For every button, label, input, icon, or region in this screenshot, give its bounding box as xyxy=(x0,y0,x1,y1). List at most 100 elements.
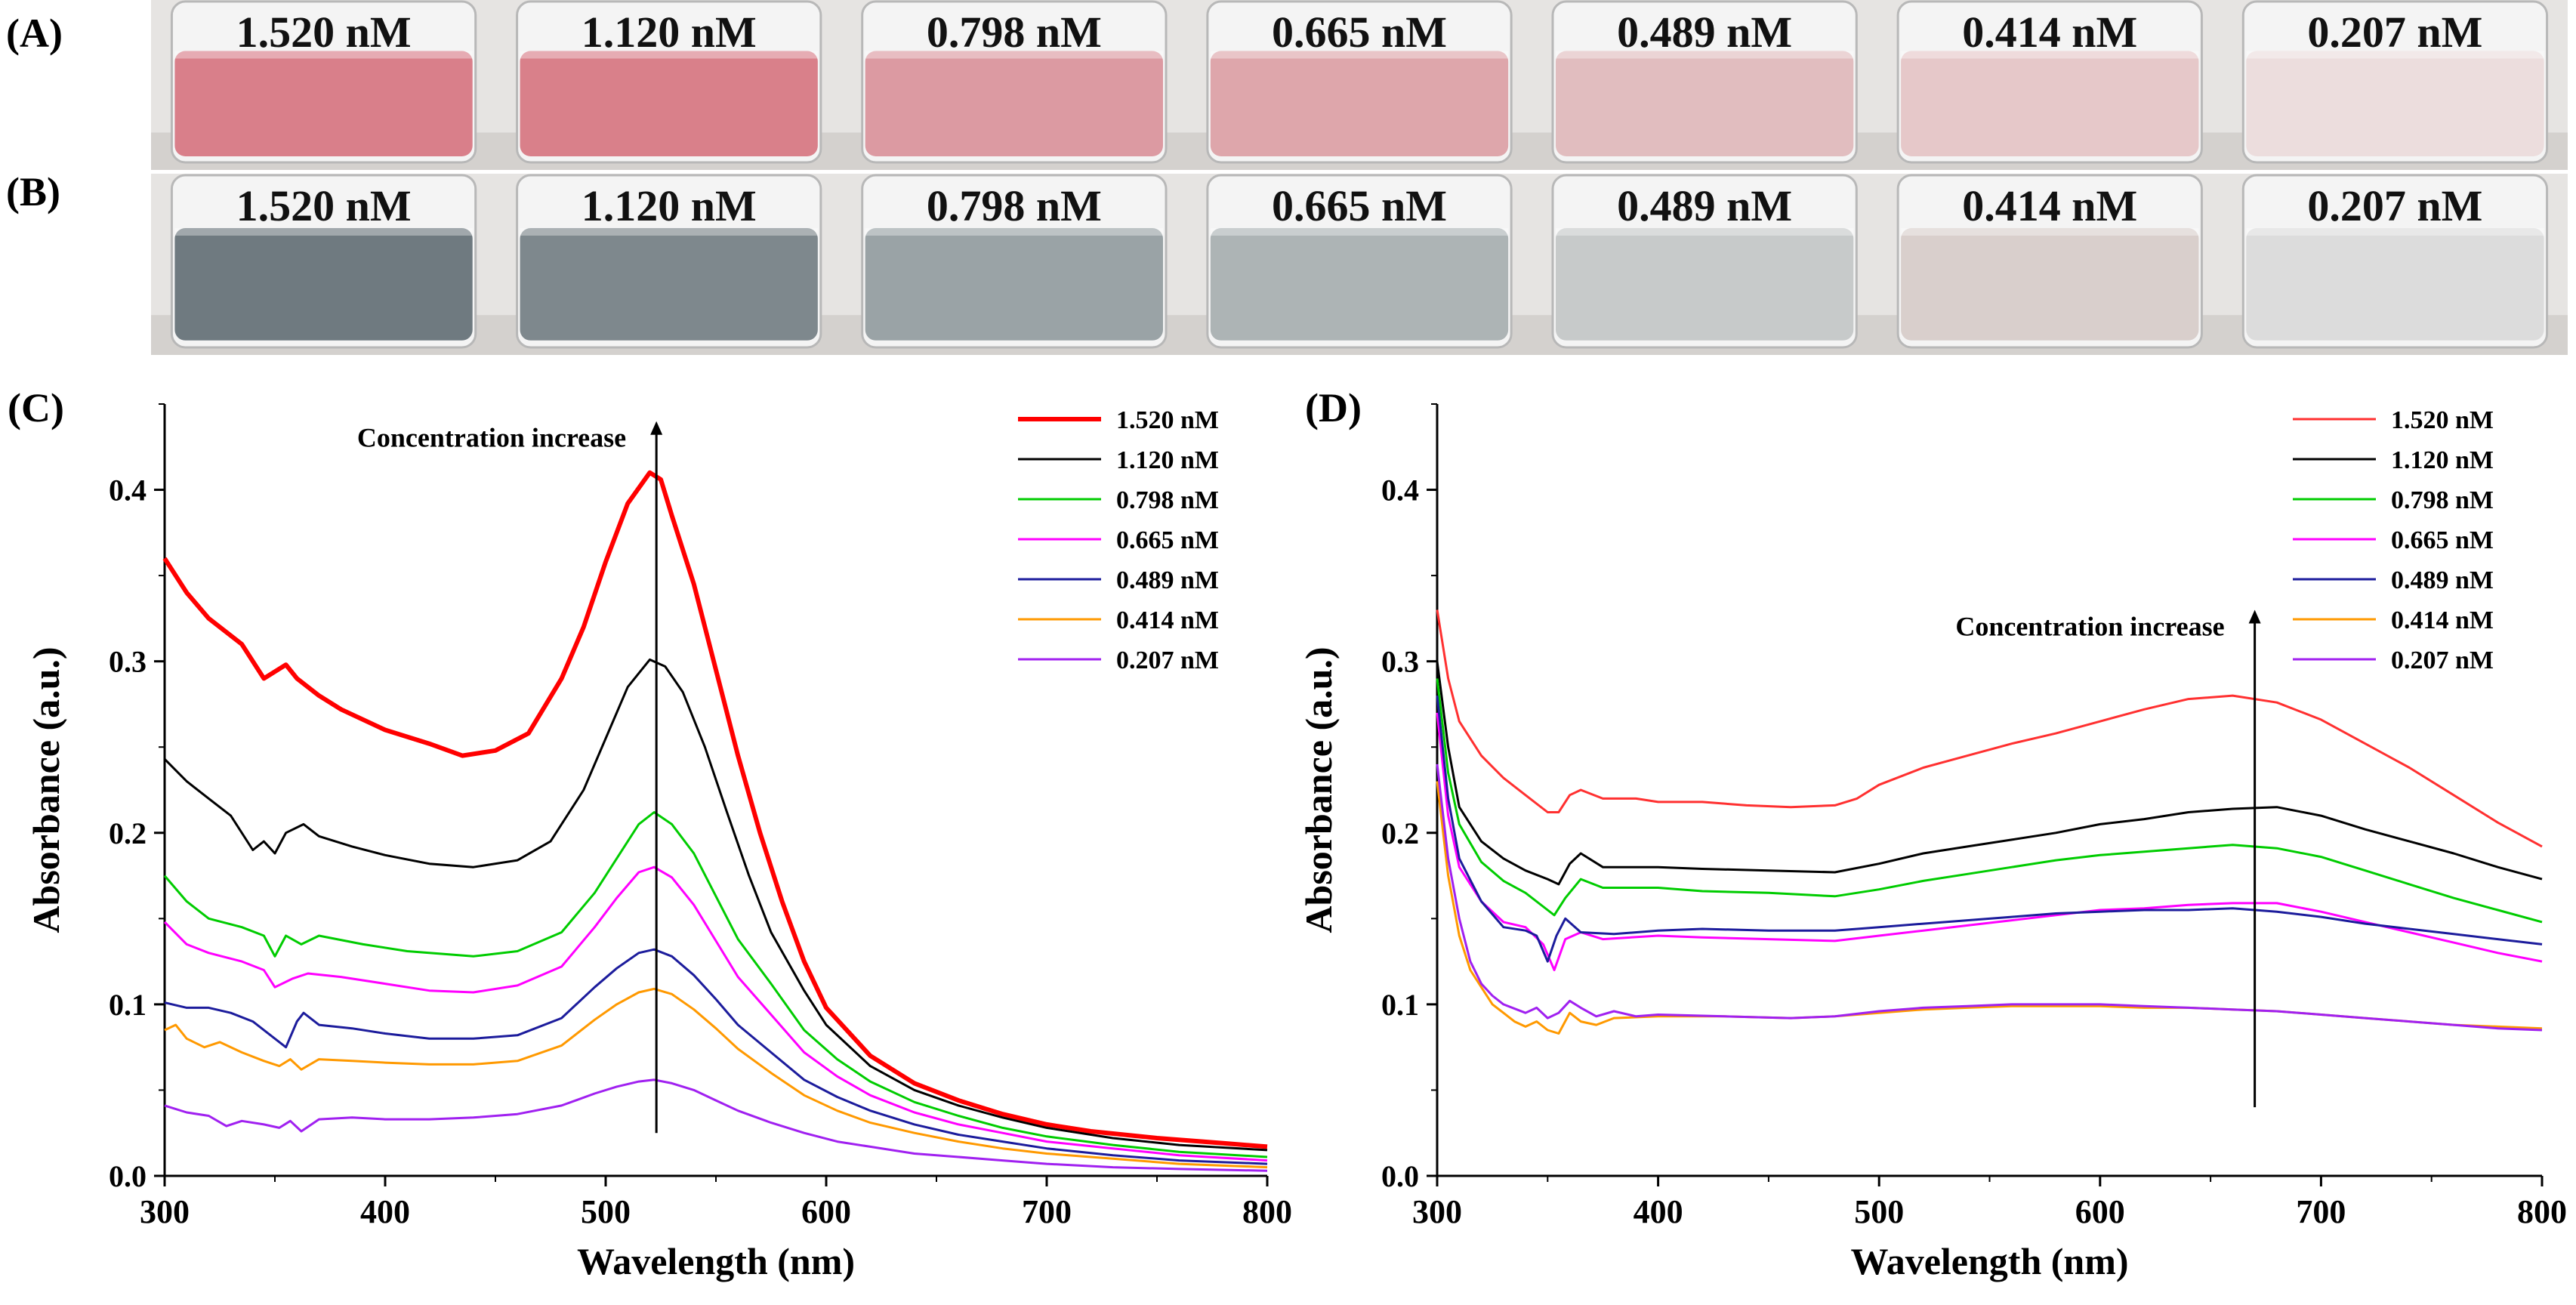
vial-label: 1.520 nM xyxy=(236,181,412,230)
legend-label: 1.120 nM xyxy=(1116,446,1219,474)
annotation-concentration-increase: Concentration increase xyxy=(357,423,626,453)
legend-label: 0.798 nM xyxy=(1116,486,1219,514)
vial-label: 0.798 nM xyxy=(927,8,1102,57)
chart-c: 300 400 500 600 700 800 0.0 0.1 0.2 0.3 0.4 Wavelen… xyxy=(25,403,1292,1282)
panel-label-d: (D) xyxy=(1305,385,1362,430)
x-axis-label: Wavelength (nm) xyxy=(577,1240,855,1282)
x-tick-label: 400 xyxy=(1634,1193,1683,1230)
y-tick-label: 0.1 xyxy=(109,988,147,1022)
vial-liquid xyxy=(1556,51,1854,156)
x-tick-label: 500 xyxy=(581,1193,631,1230)
legend-label: 1.520 nM xyxy=(2391,406,2494,434)
liquid-meniscus xyxy=(1556,228,1854,236)
legend-label: 0.665 nM xyxy=(1116,526,1219,554)
series-line-0-489-nM xyxy=(164,948,1268,1165)
vial-3: 0.798 nM xyxy=(861,174,1168,349)
vial-liquid xyxy=(1210,51,1509,156)
y-tick-label: 0.4 xyxy=(109,474,147,508)
x-axis-label: Wavelength (nm) xyxy=(1850,1240,2128,1282)
vial-2: 1.120 nM xyxy=(516,174,822,349)
x-tick-label: 300 xyxy=(140,1193,190,1230)
y-tick-label: 0.3 xyxy=(109,645,147,679)
arrow-head xyxy=(2248,609,2261,624)
series-line-1-120-nM xyxy=(1436,661,2543,886)
vial-liquid xyxy=(1901,51,2199,156)
vial-liquid xyxy=(174,51,473,156)
vial-2: 1.120 nM xyxy=(516,0,822,164)
vial-label: 0.414 nM xyxy=(1962,8,2137,57)
vial-4: 0.665 nM xyxy=(1206,174,1513,349)
legend-label: 0.207 nM xyxy=(2391,646,2494,674)
vial-label: 0.489 nM xyxy=(1617,181,1792,230)
y-axis-label: Absorbance (a.u.) xyxy=(25,646,67,933)
y-tick-label: 0.2 xyxy=(109,816,147,850)
legend: 1.520 nM 1.120 nM 0.798 nM 0.665 nM 0.489 nM… xyxy=(1018,406,1219,674)
vial-liquid xyxy=(520,51,818,156)
vial-liquid xyxy=(865,51,1163,156)
vial-7: 0.207 nM xyxy=(2241,174,2549,349)
vial-label: 1.520 nM xyxy=(236,8,412,57)
legend-label: 0.207 nM xyxy=(1116,646,1219,674)
x-tick-label: 700 xyxy=(1022,1193,1072,1230)
vial-label: 0.665 nM xyxy=(1272,8,1447,57)
vial-liquid xyxy=(865,228,1163,341)
legend-label: 0.489 nM xyxy=(1116,566,1219,594)
vial-label: 0.798 nM xyxy=(927,181,1102,230)
y-tick-label: 0.2 xyxy=(1381,816,1419,850)
liquid-meniscus xyxy=(865,228,1163,236)
panel-label-b: (B) xyxy=(6,169,60,214)
arrow-head xyxy=(650,421,663,435)
photo-panel-b: 1.520 nM 1.120 nM 0.798 nM 0.665 nM 0.489 nM… xyxy=(151,174,2568,355)
x-tick-label: 700 xyxy=(2296,1193,2346,1230)
liquid-meniscus xyxy=(174,51,473,59)
vial-liquid xyxy=(2246,51,2544,156)
vial-label: 0.207 nM xyxy=(2307,8,2482,57)
x-tick-label: 600 xyxy=(801,1193,851,1230)
series-line-0-414-nM xyxy=(164,987,1268,1169)
series-line-0-798-nM xyxy=(163,811,1268,1158)
vial-label: 1.120 nM xyxy=(582,181,757,230)
annotation-concentration-increase: Concentration increase xyxy=(1955,612,2224,642)
vial-label: 0.207 nM xyxy=(2307,181,2482,230)
vial-1: 1.520 nM xyxy=(170,0,477,164)
liquid-meniscus xyxy=(1901,228,2199,236)
vial-label: 1.120 nM xyxy=(582,8,757,57)
panel-label-a: (A) xyxy=(6,11,63,56)
chart-d: 300 400 500 600 700 800 0.0 0.1 0.2 0.3 0.4 Wavelen… xyxy=(1297,403,2567,1282)
liquid-meniscus xyxy=(2246,228,2544,236)
vial-5: 0.489 nM xyxy=(1551,0,1858,164)
legend-label: 1.120 nM xyxy=(2391,446,2494,474)
vial-7: 0.207 nM xyxy=(2241,0,2549,164)
panel-label-c: (C) xyxy=(8,385,64,430)
y-tick-label: 0.1 xyxy=(1381,988,1419,1022)
vial-5: 0.489 nM xyxy=(1551,174,1858,349)
x-tick-label: 500 xyxy=(1854,1193,1904,1230)
vial-4: 0.665 nM xyxy=(1206,0,1513,164)
series-line-0-665-nM xyxy=(163,865,1268,1162)
vial-liquid xyxy=(2246,228,2544,341)
y-tick-label: 0.3 xyxy=(1381,645,1419,679)
x-tick-label: 600 xyxy=(2075,1193,2125,1230)
series-line-0-414-nM xyxy=(1436,781,2543,1035)
series-line-0-207-nM xyxy=(1436,764,2543,1032)
vial-3: 0.798 nM xyxy=(861,0,1168,164)
vial-1: 1.520 nM xyxy=(170,174,477,349)
liquid-meniscus xyxy=(1210,228,1509,236)
vial-6: 0.414 nM xyxy=(1896,0,2203,164)
vial-label: 0.414 nM xyxy=(1962,181,2137,230)
legend-label: 0.798 nM xyxy=(2391,486,2494,514)
series-line-0-665-nM xyxy=(1436,712,2543,971)
x-tick-label: 800 xyxy=(2517,1193,2567,1230)
y-axis-label: Absorbance (a.u.) xyxy=(1297,646,1340,933)
liquid-meniscus xyxy=(2246,51,2544,59)
series-line-0-798-nM xyxy=(1436,678,2543,924)
liquid-meniscus xyxy=(1210,51,1509,59)
liquid-meniscus xyxy=(520,228,818,236)
liquid-meniscus xyxy=(865,51,1163,59)
liquid-meniscus xyxy=(174,228,473,236)
liquid-meniscus xyxy=(1901,51,2199,59)
series-line-0-489-nM xyxy=(1436,695,2543,963)
y-tick-label: 0.0 xyxy=(109,1159,147,1193)
series-line-1-520-nM xyxy=(1436,609,2543,848)
